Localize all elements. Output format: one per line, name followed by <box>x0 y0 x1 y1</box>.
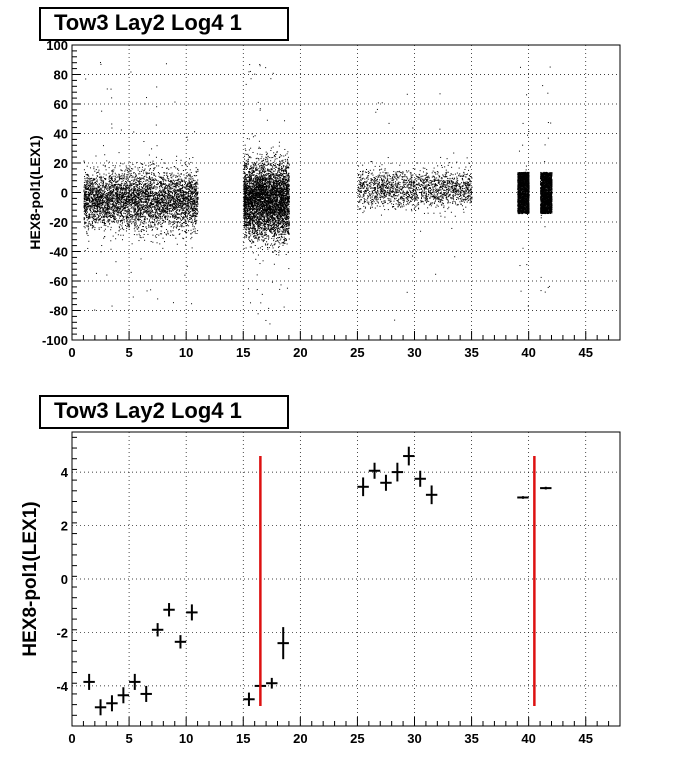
plot-title-bottom: Tow3 Lay2 Log4 1 <box>39 395 289 429</box>
x-tick-label: 0 <box>68 345 75 360</box>
y-tick-label: 60 <box>54 97 68 112</box>
x-tick-label: 30 <box>407 731 421 746</box>
y-tick-label: 40 <box>54 127 68 142</box>
error-bar-points <box>83 446 552 716</box>
y-axis-label: HEX8-pol1(LEX1) <box>20 501 41 656</box>
x-tick-label: 35 <box>464 345 478 360</box>
x-tick-label: 15 <box>236 731 250 746</box>
y-tick-label: -20 <box>49 215 68 230</box>
y-tick-label: 80 <box>54 68 68 83</box>
scatter-plot-top: 0 5 10 15 20 25 30 35 40 45 -100 -80 -60 -40 -20 0 20 40 6… <box>27 38 621 360</box>
x-tick-label: 25 <box>350 731 364 746</box>
y-tick-label: -4 <box>56 679 68 694</box>
x-tick-label: 40 <box>521 345 535 360</box>
x-tick-label: 45 <box>579 731 593 746</box>
x-tick-label: 5 <box>125 345 132 360</box>
plot-frame <box>71 431 621 727</box>
x-tick-label: 20 <box>293 731 307 746</box>
y-tick-label: -40 <box>49 245 68 260</box>
y-tick-label: -80 <box>49 304 68 319</box>
x-tick-label: 45 <box>579 345 593 360</box>
x-tick-label: 10 <box>179 731 193 746</box>
errorbar-plot-bottom: 0 5 10 15 20 25 30 35 40 45 -4 -2 0 2 4 HEX8-pol1(LEX1) <box>20 431 621 746</box>
x-tick-label: 35 <box>464 731 478 746</box>
x-tick-label: 25 <box>350 345 364 360</box>
y-axis-label: HEX8-pol1(LEX1) <box>27 135 43 249</box>
x-tick-label: 5 <box>125 731 132 746</box>
scatter-points <box>83 62 553 325</box>
x-tick-label: 40 <box>521 731 535 746</box>
plot-title-top: Tow3 Lay2 Log4 1 <box>39 7 289 41</box>
y-tick-label: 20 <box>54 156 68 171</box>
x-tick-label: 0 <box>68 731 75 746</box>
y-tick-label: 4 <box>61 465 69 480</box>
x-tick-label: 15 <box>236 345 250 360</box>
x-tick-label: 30 <box>407 345 421 360</box>
y-tick-label: -60 <box>49 274 68 289</box>
y-tick-label: 0 <box>61 572 68 587</box>
x-tick-label: 10 <box>179 345 193 360</box>
y-tick-label: 2 <box>61 519 68 534</box>
x-tick-label: 20 <box>293 345 307 360</box>
y-tick-label: 100 <box>46 38 68 53</box>
y-tick-label: -2 <box>56 625 68 640</box>
y-tick-label: 0 <box>61 186 68 201</box>
y-tick-label: -100 <box>42 333 68 348</box>
